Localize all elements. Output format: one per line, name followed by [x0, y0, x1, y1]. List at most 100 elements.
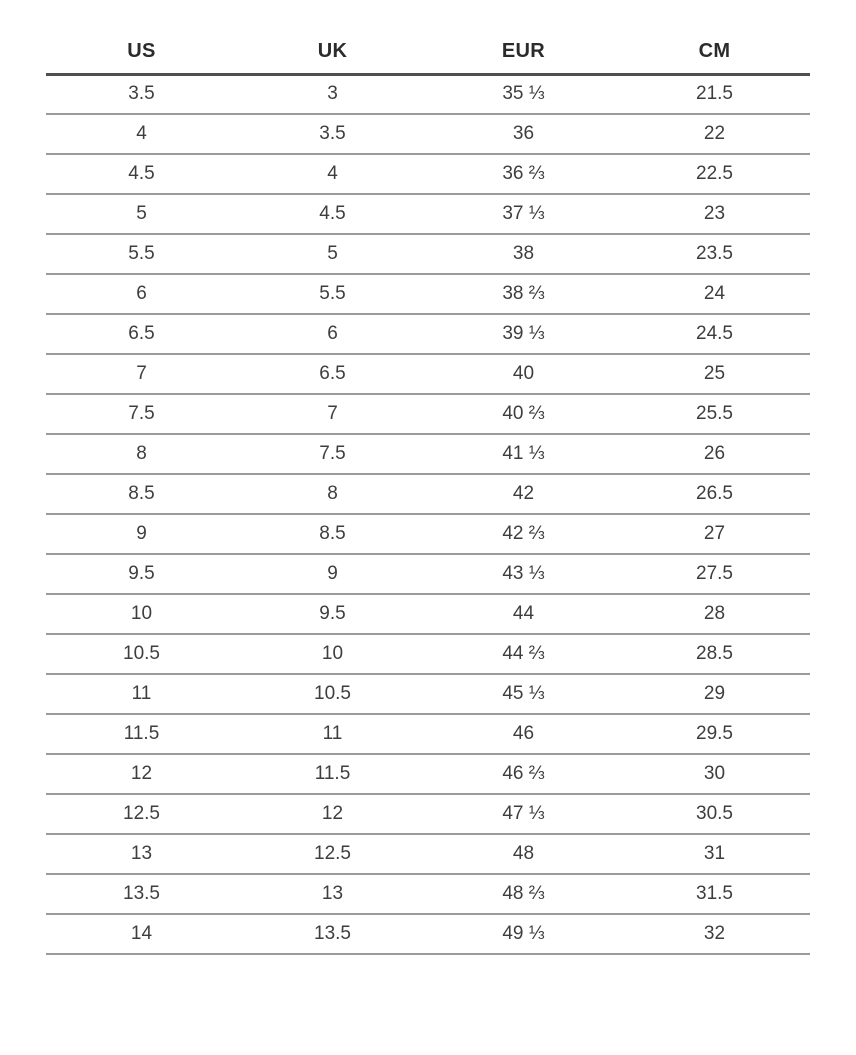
table-cell: 27.5: [619, 554, 810, 595]
table-cell: 29.5: [619, 714, 810, 755]
table-cell: 10: [237, 634, 428, 675]
table-row: 14 13.5 49 ⅓ 32: [46, 914, 810, 955]
table-cell: 48 ⅔: [428, 874, 619, 915]
table-row: 11 10.5 45 ⅓ 29: [46, 674, 810, 715]
table-cell: 9: [46, 514, 237, 555]
table-cell: 10.5: [237, 674, 428, 715]
table-cell: 12: [46, 754, 237, 795]
table-cell: 31: [619, 834, 810, 875]
table-cell: 4: [46, 114, 237, 155]
table-cell: 28: [619, 594, 810, 635]
table-cell: 23: [619, 194, 810, 235]
table-row: 9.5 9 43 ⅓ 27.5: [46, 554, 810, 595]
table-cell: 32: [619, 914, 810, 955]
table-cell: 6: [46, 274, 237, 315]
table-cell: 42: [428, 474, 619, 515]
table-cell: 36 ⅔: [428, 154, 619, 195]
table-cell: 5.5: [46, 234, 237, 275]
table-row: 6.5 6 39 ⅓ 24.5: [46, 314, 810, 355]
table-cell: 6.5: [46, 314, 237, 355]
table-cell: 21.5: [619, 74, 810, 115]
table-row: 6 5.5 38 ⅔ 24: [46, 274, 810, 315]
table-cell: 37 ⅓: [428, 194, 619, 235]
table-cell: 5: [46, 194, 237, 235]
table-row: 4.5 4 36 ⅔ 22.5: [46, 154, 810, 195]
table-cell: 5: [237, 234, 428, 275]
table-row: 3.5 3 35 ⅓ 21.5: [46, 74, 810, 115]
table-cell: 46 ⅔: [428, 754, 619, 795]
table-row: 10 9.5 44 28: [46, 594, 810, 635]
table-row: 5 4.5 37 ⅓ 23: [46, 194, 810, 235]
table-cell: 26.5: [619, 474, 810, 515]
table-cell: 38 ⅔: [428, 274, 619, 315]
table-cell: 3: [237, 74, 428, 115]
table-cell: 22.5: [619, 154, 810, 195]
table-cell: 9.5: [237, 594, 428, 635]
table-cell: 30: [619, 754, 810, 795]
table-row: 12 11.5 46 ⅔ 30: [46, 754, 810, 795]
table-cell: 6: [237, 314, 428, 355]
table-cell: 7.5: [237, 434, 428, 475]
table-row: 10.5 10 44 ⅔ 28.5: [46, 634, 810, 675]
column-header-us: US: [46, 30, 237, 76]
table-cell: 47 ⅓: [428, 794, 619, 835]
table-cell: 11: [46, 674, 237, 715]
table-cell: 8: [237, 474, 428, 515]
table-cell: 45 ⅓: [428, 674, 619, 715]
table-cell: 29: [619, 674, 810, 715]
table-cell: 25.5: [619, 394, 810, 435]
table-cell: 27: [619, 514, 810, 555]
table-row: 5.5 5 38 23.5: [46, 234, 810, 275]
size-conversion-table: US UK EUR CM 3.5 3 35 ⅓ 21.5 4 3.5 36 22 4.5 4 36 ⅔ 22…: [46, 30, 810, 955]
table-cell: 44: [428, 594, 619, 635]
column-header-cm: CM: [619, 30, 810, 76]
table-cell: 12: [237, 794, 428, 835]
table-cell: 13: [46, 834, 237, 875]
table-cell: 30.5: [619, 794, 810, 835]
table-row: 7 6.5 40 25: [46, 354, 810, 395]
table-cell: 4: [237, 154, 428, 195]
table-cell: 5.5: [237, 274, 428, 315]
table-cell: 42 ⅔: [428, 514, 619, 555]
table-row: 7.5 7 40 ⅔ 25.5: [46, 394, 810, 435]
table-cell: 11: [237, 714, 428, 755]
table-row: 12.5 12 47 ⅓ 30.5: [46, 794, 810, 835]
table-cell: 7: [46, 354, 237, 395]
table-cell: 11.5: [46, 714, 237, 755]
table-cell: 28.5: [619, 634, 810, 675]
table-cell: 13.5: [46, 874, 237, 915]
table-cell: 44 ⅔: [428, 634, 619, 675]
table-cell: 12.5: [237, 834, 428, 875]
table-cell: 13.5: [237, 914, 428, 955]
table-cell: 7.5: [46, 394, 237, 435]
table-cell: 36: [428, 114, 619, 155]
table-row: 9 8.5 42 ⅔ 27: [46, 514, 810, 555]
table-cell: 7: [237, 394, 428, 435]
table-cell: 12.5: [46, 794, 237, 835]
table-cell: 4.5: [46, 154, 237, 195]
table-cell: 40 ⅔: [428, 394, 619, 435]
table-cell: 9.5: [46, 554, 237, 595]
table-row: 13.5 13 48 ⅔ 31.5: [46, 874, 810, 915]
table-row: 4 3.5 36 22: [46, 114, 810, 155]
table-row: 8.5 8 42 26.5: [46, 474, 810, 515]
table-cell: 10.5: [46, 634, 237, 675]
table-body: 3.5 3 35 ⅓ 21.5 4 3.5 36 22 4.5 4 36 ⅔ 22.5 5 4.5 37 ⅓…: [46, 74, 810, 955]
table-row: 13 12.5 48 31: [46, 834, 810, 875]
table-cell: 4.5: [237, 194, 428, 235]
table-cell: 48: [428, 834, 619, 875]
table-cell: 46: [428, 714, 619, 755]
table-cell: 26: [619, 434, 810, 475]
table-header: US UK EUR CM: [46, 30, 810, 76]
table-cell: 3.5: [237, 114, 428, 155]
table-cell: 14: [46, 914, 237, 955]
table-cell: 39 ⅓: [428, 314, 619, 355]
table-cell: 11.5: [237, 754, 428, 795]
column-header-eur: EUR: [428, 30, 619, 76]
table-cell: 38: [428, 234, 619, 275]
table-cell: 8: [46, 434, 237, 475]
table-cell: 41 ⅓: [428, 434, 619, 475]
table-cell: 24: [619, 274, 810, 315]
table-cell: 22: [619, 114, 810, 155]
